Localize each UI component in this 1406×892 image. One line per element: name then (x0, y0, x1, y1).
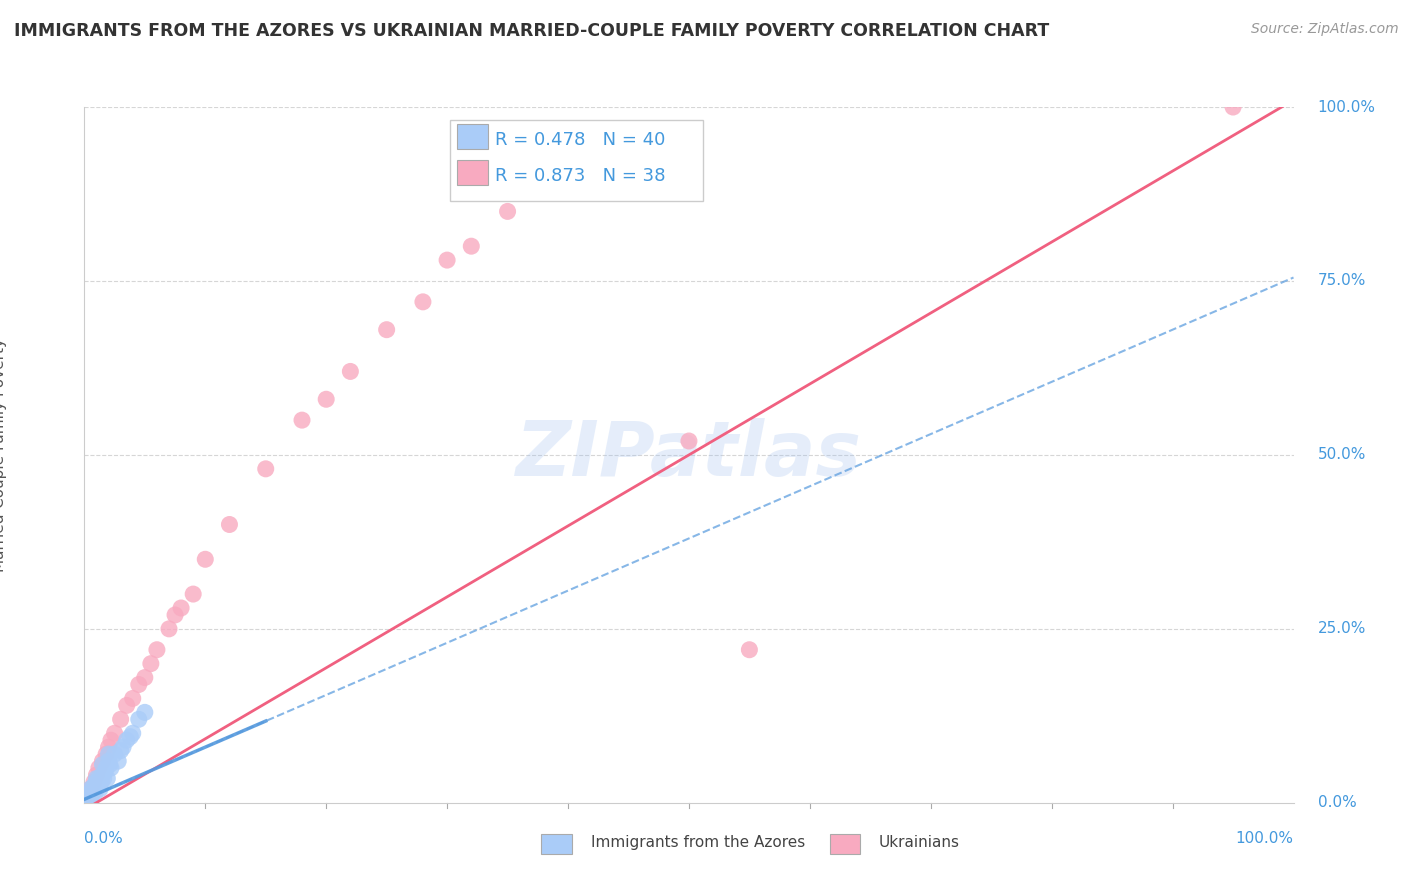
Point (75, 794, 97, 808)
Point (121, 726, 143, 740)
Point (112, 740, 135, 755)
Point (86, 778, 108, 792)
Point (218, 517, 240, 532)
Text: Source: ZipAtlas.com: Source: ZipAtlas.com (1251, 22, 1399, 37)
Point (115, 733, 138, 747)
Point (94, 747, 117, 761)
Point (115, 698, 138, 713)
Text: Ukrainians: Ukrainians (879, 836, 960, 850)
Point (738, 642, 761, 657)
Point (315, 392, 337, 407)
Text: 100.0%: 100.0% (1236, 830, 1294, 846)
Text: 50.0%: 50.0% (1317, 448, 1367, 462)
Point (77, 789, 100, 803)
Point (93, 772, 115, 786)
Point (79, 781, 101, 796)
Point (678, 434, 700, 448)
Point (76, 792, 98, 806)
Point (104, 726, 127, 740)
Point (120, 730, 142, 744)
Point (91, 754, 114, 768)
Text: Immigrants from the Azores: Immigrants from the Azores (591, 836, 804, 850)
Point (83, 783, 105, 797)
Point (110, 744, 132, 758)
Point (128, 712, 150, 726)
Point (97, 747, 120, 761)
Point (181, 587, 204, 601)
Point (100, 733, 122, 747)
Point (194, 552, 217, 566)
Point (77, 790, 100, 805)
Point (146, 642, 169, 657)
Text: 100.0%: 100.0% (1317, 100, 1375, 114)
Point (82, 781, 104, 796)
Point (533, 169, 555, 184)
Text: 0.0%: 0.0% (84, 830, 124, 846)
Point (617, 135, 640, 149)
Point (77, 788, 100, 802)
Point (91, 757, 114, 772)
Point (436, 253, 458, 268)
Point (134, 671, 156, 685)
Point (97, 740, 120, 755)
Point (557, 155, 579, 169)
Point (89, 781, 111, 796)
Point (83, 775, 105, 789)
Point (86, 775, 108, 789)
Point (496, 204, 519, 219)
Point (170, 601, 193, 615)
Point (79, 792, 101, 806)
Point (86, 772, 108, 786)
Text: 75.0%: 75.0% (1317, 274, 1367, 288)
Point (79, 781, 101, 796)
Point (98, 757, 121, 772)
Point (84, 785, 107, 799)
Text: Married-Couple Family Poverty: Married-Couple Family Poverty (0, 338, 7, 572)
Point (128, 677, 150, 691)
Point (107, 754, 129, 768)
Text: 0.0%: 0.0% (1317, 796, 1357, 810)
Point (96, 772, 118, 786)
Point (91, 768, 114, 782)
Point (77, 789, 100, 803)
Point (76, 794, 98, 808)
Point (86, 768, 108, 782)
Point (165, 607, 187, 622)
Point (110, 712, 132, 726)
Point (1222, 100, 1244, 114)
Point (157, 622, 180, 636)
Point (97, 754, 120, 768)
Point (94, 761, 117, 775)
Point (291, 413, 314, 427)
Point (121, 691, 143, 706)
Text: R = 0.873   N = 38: R = 0.873 N = 38 (495, 167, 665, 185)
Point (80, 785, 103, 799)
Point (375, 323, 398, 337)
Point (94, 764, 117, 779)
Point (254, 462, 277, 476)
Point (80, 789, 103, 803)
Text: ZIPatlas: ZIPatlas (516, 418, 862, 491)
Text: R = 0.478   N = 40: R = 0.478 N = 40 (495, 131, 665, 149)
Point (412, 294, 434, 309)
Point (134, 706, 156, 720)
Point (90, 775, 112, 789)
Text: 25.0%: 25.0% (1317, 622, 1367, 636)
Point (104, 747, 127, 761)
Point (87, 772, 110, 786)
Point (100, 761, 122, 775)
Point (79, 785, 101, 799)
Point (87, 761, 110, 775)
Point (139, 657, 162, 671)
Text: IMMIGRANTS FROM THE AZORES VS UKRAINIAN MARRIED-COUPLE FAMILY POVERTY CORRELATIO: IMMIGRANTS FROM THE AZORES VS UKRAINIAN … (14, 22, 1049, 40)
Point (83, 778, 105, 792)
Point (339, 364, 361, 378)
Point (460, 239, 482, 253)
